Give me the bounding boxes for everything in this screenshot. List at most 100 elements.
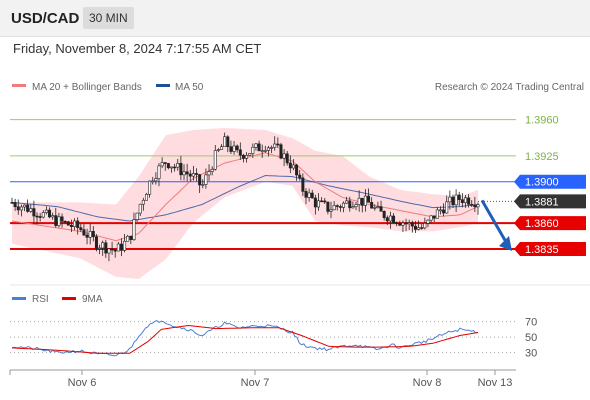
candle-body <box>345 200 349 204</box>
candle-body <box>320 200 324 203</box>
x-tick-label: Nov 13 <box>478 377 513 389</box>
candle-body <box>201 184 205 186</box>
candle-body <box>44 209 48 213</box>
candle-body <box>351 206 355 209</box>
candle-body <box>204 174 208 185</box>
candle-body <box>220 146 224 150</box>
candle-body <box>338 206 342 208</box>
candle-body <box>245 155 249 159</box>
forecast-arrow-head <box>499 235 512 251</box>
datetime-label: Friday, November 8, 2024 7:17:55 AM CET <box>13 41 262 56</box>
candle-body <box>323 200 327 203</box>
candle-body <box>116 243 120 252</box>
candle-body <box>13 202 17 208</box>
candle-body <box>76 220 80 228</box>
legend-ma20-swatch <box>12 84 26 87</box>
timeframe-button[interactable]: 30 MIN <box>83 7 134 29</box>
level-label-pivot: 1.3900 <box>525 177 559 189</box>
header-bar: USD/CAD 30 MIN <box>0 0 590 37</box>
candle-body <box>467 197 471 205</box>
candle-body <box>401 222 405 226</box>
candle-body <box>241 154 245 159</box>
candle-body <box>210 168 214 172</box>
candle-body <box>432 215 436 219</box>
candle-body <box>160 162 164 167</box>
candle-body <box>132 219 136 240</box>
candle-body <box>110 248 114 251</box>
candle-body <box>329 209 333 212</box>
candle-body <box>251 146 255 154</box>
level-tag-pivot <box>514 174 586 189</box>
symbol-title: USD/CAD <box>11 10 80 27</box>
candle-body <box>135 212 139 220</box>
price-labels: 1.3960 1.3925 1.3900 1.3860 1.3835 1.3881 <box>478 115 586 256</box>
candle-body <box>144 193 148 201</box>
candle-body <box>79 227 83 231</box>
candle-body <box>463 197 467 203</box>
candle-body <box>298 174 302 179</box>
candle-body <box>304 191 308 198</box>
candle-body <box>445 201 449 214</box>
last-price-label: 1.3881 <box>525 196 559 208</box>
candle-body <box>73 220 77 227</box>
candle-body <box>392 215 396 223</box>
candle-body <box>395 222 399 224</box>
candle-body <box>310 192 314 199</box>
candle-body <box>460 199 464 203</box>
candle-body <box>223 136 227 147</box>
candle-body <box>69 224 73 227</box>
candle-body <box>148 180 152 195</box>
candle-body <box>226 136 230 148</box>
candle-body <box>457 194 461 200</box>
rsi-tick-label: 50 <box>525 332 537 344</box>
candle-body <box>185 171 189 175</box>
candle-body <box>166 163 170 169</box>
candle-body <box>157 165 161 179</box>
candle-body <box>407 222 411 225</box>
candle-body <box>273 143 277 148</box>
candle-body <box>260 150 264 152</box>
level-tag-support <box>514 241 586 256</box>
candle-body <box>101 242 105 249</box>
candle-body <box>276 143 280 146</box>
candle-body <box>363 195 367 206</box>
candle-body <box>373 207 377 209</box>
rsi-lines <box>11 320 479 357</box>
rsi-tick-label: 70 <box>525 317 537 329</box>
candle-body <box>448 196 452 203</box>
candle-body <box>420 227 424 229</box>
candle-body <box>238 149 242 156</box>
candle-body <box>367 195 371 203</box>
candle-body <box>173 166 177 169</box>
candle-body <box>291 164 295 169</box>
candle-body <box>113 249 117 252</box>
candle-body <box>141 199 145 205</box>
candle-body <box>435 209 439 219</box>
legend-rsi-label: RSI <box>32 294 49 305</box>
candle-body <box>248 153 252 156</box>
candle-body <box>417 227 421 230</box>
candle-body <box>35 215 39 218</box>
candle-body <box>295 164 299 176</box>
candle-body <box>188 173 192 177</box>
legend-rsi-ma-label: 9MA <box>82 294 103 305</box>
candle-body <box>29 208 33 212</box>
candle-body <box>476 204 480 208</box>
candle-body <box>301 177 305 192</box>
bollinger-band-area <box>12 128 478 279</box>
candle-body <box>216 149 220 151</box>
candle-body <box>288 162 292 169</box>
candle-body <box>235 145 239 151</box>
candle-body <box>410 222 414 227</box>
candle-body <box>119 243 123 251</box>
candle-body <box>104 242 108 254</box>
candle-body <box>270 147 274 149</box>
candle-body <box>442 209 446 214</box>
legend-rsi-swatch <box>12 297 26 300</box>
legend-ma50-label: MA 50 <box>175 82 204 93</box>
x-tick-label: Nov 6 <box>68 377 97 389</box>
candle-body <box>307 192 311 198</box>
candle-body <box>54 215 58 226</box>
candle-body <box>163 162 167 164</box>
